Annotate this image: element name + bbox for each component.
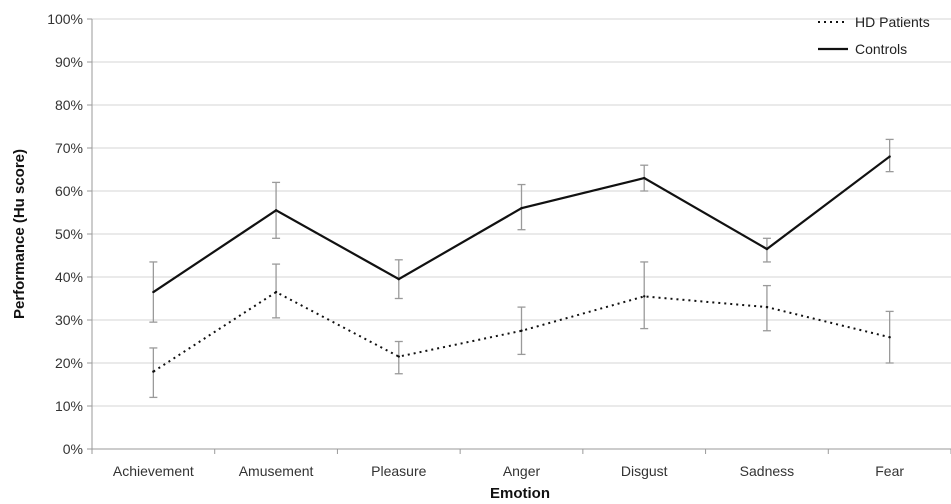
error-bars (149, 139, 893, 397)
x-axis-title: Emotion (490, 485, 550, 502)
x-tick-label: Fear (875, 463, 904, 479)
data-point (888, 336, 890, 338)
data-point (888, 155, 890, 157)
y-tick-label: 0% (63, 441, 83, 457)
legend-label-controls: Controls (855, 41, 907, 57)
data-point (766, 306, 768, 308)
data-point (766, 248, 768, 250)
y-tick-label: 80% (55, 97, 83, 113)
y-tick-label: 70% (55, 140, 83, 156)
data-point (152, 370, 154, 372)
x-tick-label: Amusement (239, 463, 314, 479)
x-tick-labels: Achievement Amusement Pleasure Anger Disgust… (113, 463, 904, 479)
legend: HD Patients Controls (818, 14, 930, 57)
legend-label-hd-patients: HD Patients (855, 14, 930, 30)
y-tick-labels: 0% 10% 20% 30% 40% 50% 60% 70% 80% 90% 100% (47, 11, 83, 457)
y-tick-label: 100% (47, 11, 83, 27)
y-tick-label: 10% (55, 398, 83, 414)
x-tick-label: Sadness (740, 463, 794, 479)
y-tick-label: 30% (55, 312, 83, 328)
data-point (398, 278, 400, 280)
data-point (152, 291, 154, 293)
x-tick-label: Anger (503, 463, 541, 479)
data-point (520, 330, 522, 332)
data-point (398, 355, 400, 357)
axes (87, 19, 951, 454)
data-point (643, 295, 645, 297)
data-point (643, 177, 645, 179)
y-tick-label: 20% (55, 355, 83, 371)
x-tick-label: Achievement (113, 463, 194, 479)
data-point (275, 209, 277, 211)
y-tick-label: 60% (55, 183, 83, 199)
data-point (520, 207, 522, 209)
x-tick-label: Pleasure (371, 463, 426, 479)
y-tick-label: 90% (55, 54, 83, 70)
y-tick-label: 40% (55, 269, 83, 285)
y-axis-title: Performance (Hu score) (11, 149, 28, 319)
x-tick-label: Disgust (621, 463, 668, 479)
data-point (275, 291, 277, 293)
y-tick-label: 50% (55, 226, 83, 242)
